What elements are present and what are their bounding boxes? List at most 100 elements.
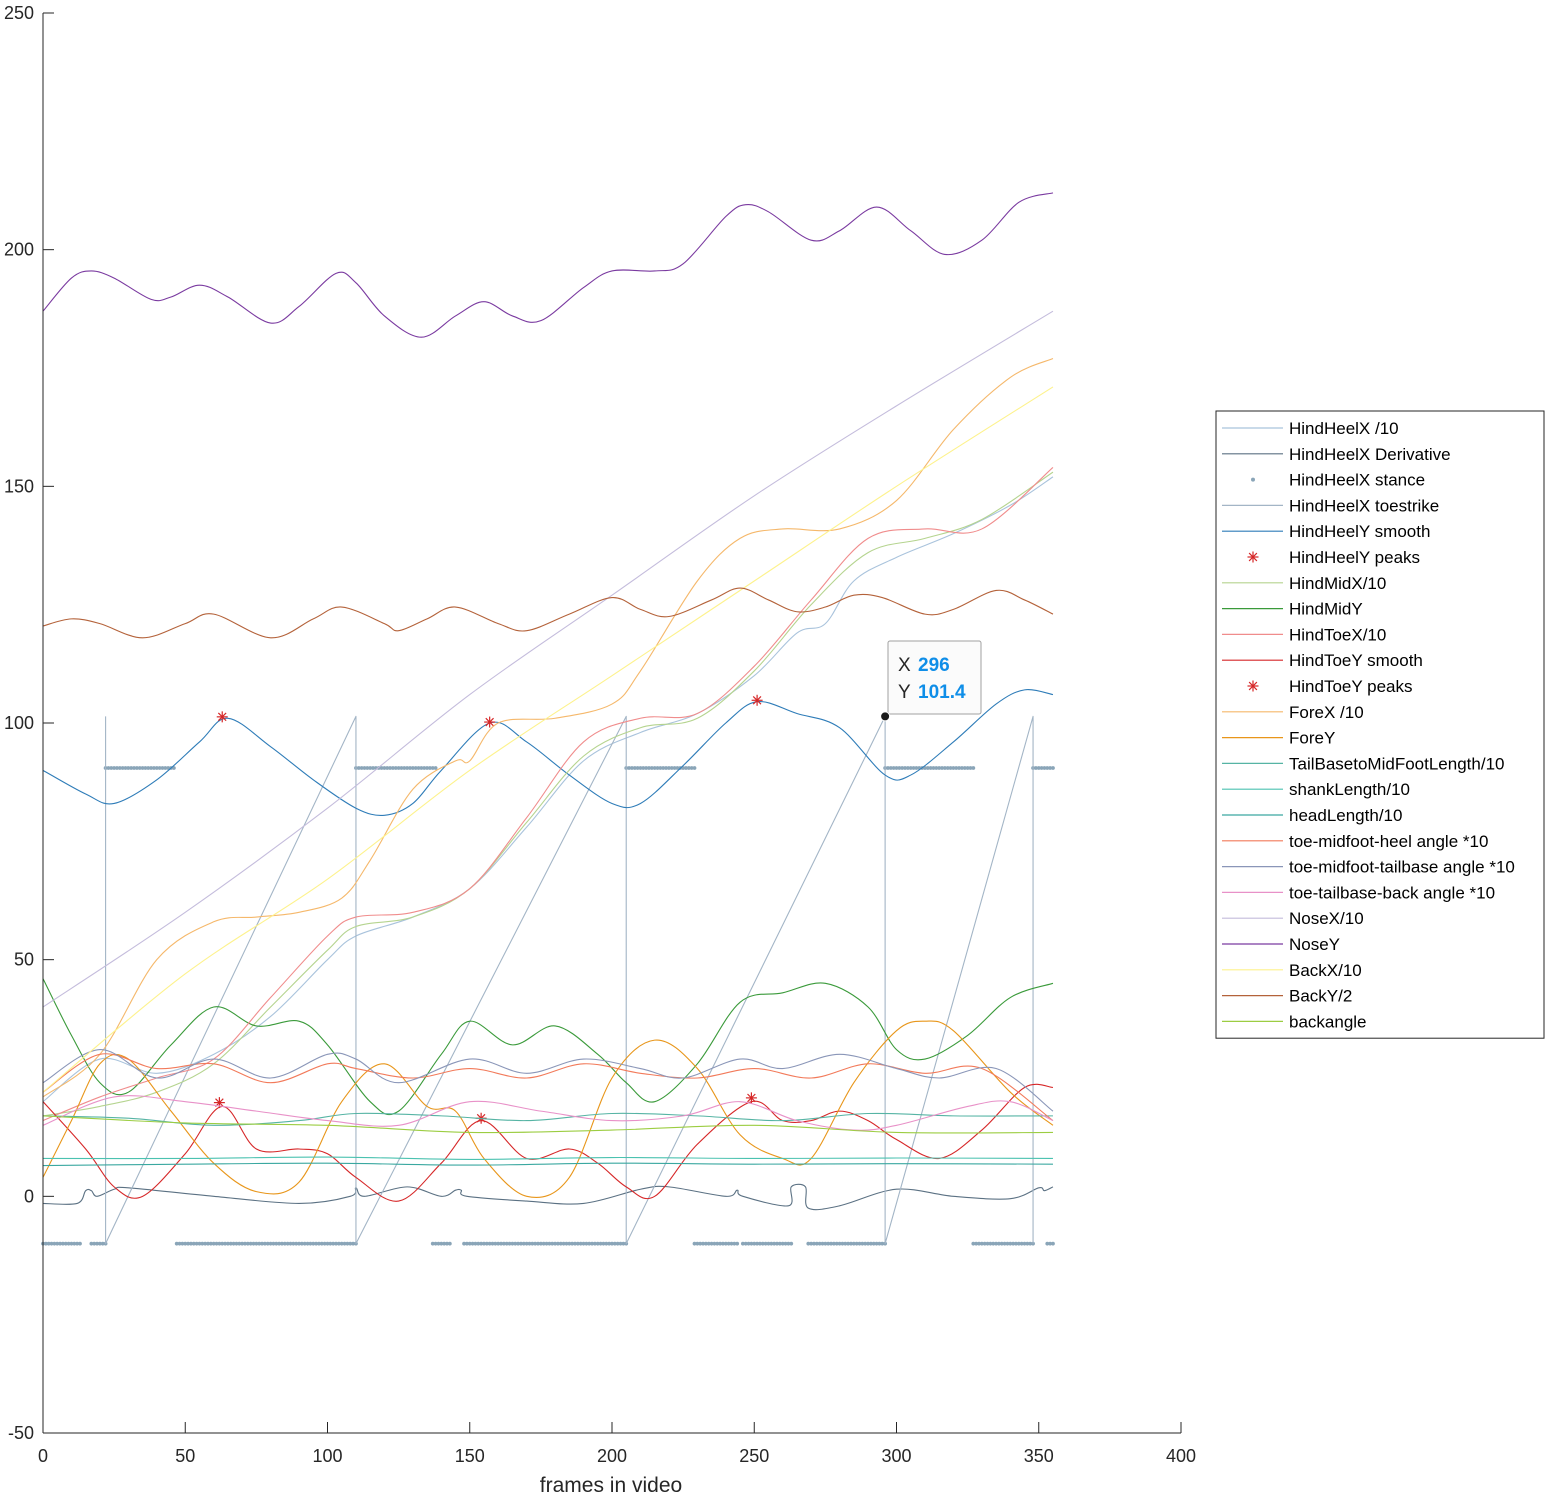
series-hindheelx-stance-point — [644, 766, 649, 770]
x-axis-title: frames in video — [540, 1474, 682, 1497]
series-hindheelx-stance-point — [632, 766, 637, 770]
series-hindheelx-stance-point — [126, 766, 131, 770]
legend[interactable]: HindHeelX /10 HindHeelX Derivative HindHee… — [1215, 410, 1545, 1039]
legend-item-hindheelx-stance[interactable]: HindHeelX stance — [1251, 471, 1425, 490]
series-hindheelx-stance-point — [160, 766, 165, 770]
series-hindheelx-stance-point — [985, 1241, 990, 1246]
legend-item-backangle[interactable]: backangle — [1222, 1012, 1367, 1031]
x-tick-label: 300 — [881, 1446, 911, 1466]
legend-item-nosey[interactable]: NoseY — [1222, 935, 1340, 954]
legend-item-hindmidy[interactable]: HindMidY — [1222, 600, 1363, 619]
series-hindheelx-stance-point — [174, 1241, 179, 1246]
series-hindheelx-stance-point — [945, 766, 950, 770]
datatip-x-key: X — [898, 655, 911, 676]
legend-item-forex-10[interactable]: ForeX /10 — [1222, 703, 1364, 722]
series-hindheelx-stance-point — [590, 1241, 594, 1246]
series-hindheelx-stance-point — [305, 1241, 310, 1246]
series-hindheelx-stance-point — [971, 766, 976, 770]
series-hindheelx-stance-point — [820, 1241, 825, 1246]
series-hindheelx-stance-point — [149, 766, 154, 770]
series-hindheelx-stance-point — [726, 1241, 731, 1246]
legend-label: toe-midfoot-tailbase angle *10 — [1289, 858, 1515, 877]
legend-item-hindtoey-peaks[interactable]: HindToeY peaks — [1247, 677, 1413, 696]
datatip[interactable]: X 296 Y 101.4 — [880, 640, 982, 722]
legend-item-hindheelx-toestrike[interactable]: HindHeelX toestrike — [1222, 496, 1439, 515]
x-tick-label: 50 — [175, 1446, 195, 1466]
legend-item-hindheelx-10[interactable]: HindHeelX /10 — [1222, 419, 1399, 438]
series-hindheelx-stance-point — [308, 1241, 313, 1246]
legend-label: toe-midfoot-heel angle *10 — [1289, 832, 1488, 851]
legend-label: HindHeelX stance — [1289, 471, 1425, 490]
series-hindheelx-stance-point — [254, 1241, 259, 1246]
series-hindheelx-stance-point — [675, 766, 680, 770]
series-hindheelx-stance-point — [257, 1241, 262, 1246]
series-hindheelx-stance-point — [422, 766, 427, 770]
legend-item-nosex-10[interactable]: NoseX/10 — [1222, 909, 1364, 928]
legend-item-hindtoex-10[interactable]: HindToeX/10 — [1222, 625, 1386, 644]
legend-item-hindmidx-10[interactable]: HindMidX/10 — [1222, 574, 1386, 593]
legend-item-hindtoey-smooth[interactable]: HindToeY smooth — [1222, 651, 1423, 670]
series-backangle — [42, 1115, 1053, 1134]
series-hindheelx-stance-point — [52, 1241, 57, 1246]
series-hindheelx-stance-point — [154, 766, 159, 770]
series-hindheelx-stance-point — [200, 1241, 205, 1246]
legend-item-shanklength-10[interactable]: shankLength/10 — [1222, 780, 1410, 799]
series-hindheelx-stance-point — [231, 1241, 236, 1246]
series-hindheelx-stance-point — [894, 766, 899, 770]
legend-item-toe-midfoot-tailbase-angle-10[interactable]: toe-midfoot-tailbase angle *10 — [1222, 858, 1515, 877]
legend-item-headlength-10[interactable]: headLength/10 — [1222, 806, 1402, 825]
series-hindheelx-stance-point — [536, 1241, 540, 1246]
legend-label: HindToeY peaks — [1289, 677, 1413, 696]
series-hindheelx-stance-point — [410, 766, 415, 770]
series-hindheelx-stance-point — [1014, 1241, 1018, 1246]
series-hindtoey-peaks-marker-2-stroke — [747, 1093, 756, 1103]
legend-item-toe-midfoot-heel-angle-10[interactable]: toe-midfoot-heel angle *10 — [1222, 832, 1488, 851]
series-hindheelx-stance-point — [1051, 766, 1055, 770]
series-hindheelx-stance-point — [314, 1241, 319, 1246]
series-hindheelx-stance-point — [979, 1241, 984, 1246]
legend-label: backangle — [1289, 1012, 1367, 1031]
legend-label: headLength/10 — [1289, 806, 1402, 825]
series-hindheelx-stance-point — [763, 1241, 768, 1246]
series-hindmidx-10 — [42, 471, 1054, 1117]
series-hindheely-peaks-marker-1 — [484, 716, 496, 728]
series-hindheelx-stance-point — [72, 1241, 77, 1246]
series-hindheelx-stance-point — [567, 1241, 572, 1246]
legend-item-hindheelx-derivative[interactable]: HindHeelX Derivative — [1222, 445, 1451, 464]
series-hindheelx-stance-point — [578, 1241, 583, 1246]
series-hindheelx-stance-point — [368, 766, 373, 770]
series-hindheelx-stance-point — [880, 1241, 885, 1246]
series-hindheelx-stance-point — [618, 1241, 623, 1246]
series-hindheelx-stance-point — [143, 766, 148, 770]
legend-swatch — [1247, 680, 1259, 692]
legend-item-toe-tailbase-back-angle-10[interactable]: toe-tailbase-back angle *10 — [1222, 883, 1495, 902]
legend-box — [1215, 410, 1545, 1039]
series-hindheelx-stance-point — [886, 766, 890, 770]
series-hindheelx-stance-point — [470, 1241, 475, 1246]
series-hindheelx-stance-point — [695, 1241, 700, 1246]
legend-item-tailbasetomidfootlength-10[interactable]: TailBasetoMidFootLength/10 — [1222, 754, 1504, 773]
series-hindheelx-stance-point — [226, 1241, 230, 1246]
series-hindheelx-stance-point — [140, 766, 145, 770]
legend-swatch-stroke — [1248, 552, 1258, 562]
datatip-marker[interactable] — [880, 711, 891, 722]
series-hindheelx-stance-point — [322, 1241, 327, 1246]
series-hindmidy — [42, 978, 1054, 1116]
series-hindheelx-stance-point — [206, 1241, 210, 1246]
series-hindheelx-stance-point — [55, 1241, 60, 1246]
series-hindheelx-stance-point — [58, 1241, 62, 1246]
series-hindheelx-stance-point — [399, 766, 404, 770]
series-hindheelx-stance-point — [556, 1241, 560, 1246]
legend-item-hindheely-smooth[interactable]: HindHeelY smooth — [1222, 522, 1430, 541]
series-hindheelx-stance-point — [396, 766, 401, 770]
series-hindheelx-stance-point — [1051, 1241, 1055, 1246]
legend-item-forey[interactable]: ForeY — [1222, 729, 1335, 748]
legend-item-backy-2[interactable]: BackY/2 — [1222, 987, 1352, 1006]
datatip-box — [887, 640, 982, 715]
series-hindheelx-stance-point — [211, 1241, 216, 1246]
series-hindheelx-stance-point — [834, 1241, 839, 1246]
series-hindheelx-stance-point — [994, 1241, 998, 1246]
series-hindheelx-stance-point — [163, 766, 168, 770]
legend-item-backx-10[interactable]: BackX/10 — [1222, 961, 1362, 980]
legend-item-hindheely-peaks[interactable]: HindHeelY peaks — [1247, 548, 1421, 567]
